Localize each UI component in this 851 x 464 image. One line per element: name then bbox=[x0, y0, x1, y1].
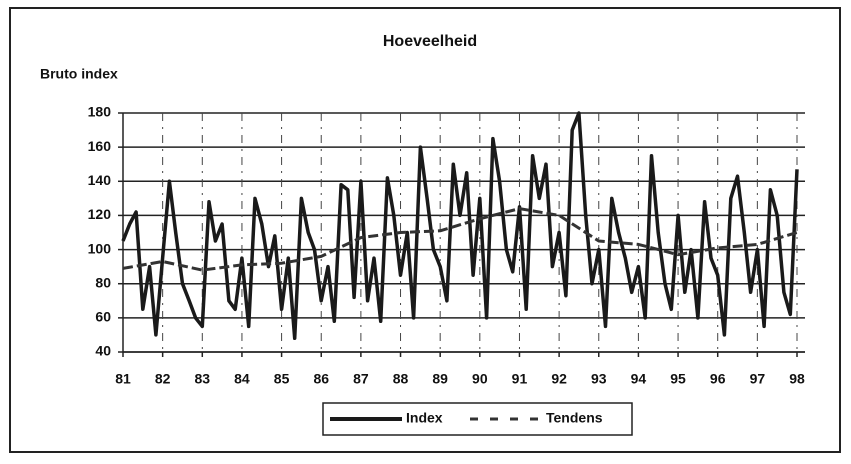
x-tick-label: 95 bbox=[670, 371, 686, 387]
x-tick-label: 81 bbox=[115, 371, 131, 387]
legend-label: Index bbox=[406, 410, 443, 426]
x-tick-label: 90 bbox=[472, 371, 488, 387]
y-axis-label: Bruto index bbox=[40, 66, 118, 82]
y-tick-label: 80 bbox=[95, 274, 111, 290]
y-tick-label: 120 bbox=[88, 206, 112, 222]
y-tick-label: 100 bbox=[88, 240, 112, 256]
legend-label: Tendens bbox=[546, 410, 603, 426]
x-tick-label: 91 bbox=[512, 371, 528, 387]
chart-title: Hoeveelheid bbox=[383, 33, 477, 50]
x-tick-label: 94 bbox=[631, 371, 647, 387]
x-tick-label: 89 bbox=[432, 371, 448, 387]
x-tick-label: 96 bbox=[710, 371, 726, 387]
x-tick-label: 83 bbox=[195, 371, 211, 387]
x-tick-label: 86 bbox=[313, 371, 329, 387]
x-tick-label: 93 bbox=[591, 371, 607, 387]
x-tick-label: 84 bbox=[234, 371, 250, 387]
y-tick-label: 140 bbox=[88, 172, 112, 188]
series-line bbox=[121, 111, 799, 341]
x-tick-label: 98 bbox=[789, 371, 805, 387]
x-tick-label: 92 bbox=[551, 371, 567, 387]
series-line bbox=[122, 207, 798, 272]
x-tick-label: 85 bbox=[274, 371, 290, 387]
x-tick-label: 87 bbox=[353, 371, 369, 387]
y-tick-label: 40 bbox=[95, 343, 111, 359]
x-tick-label: 88 bbox=[393, 371, 409, 387]
x-tick-label: 97 bbox=[750, 371, 766, 387]
y-tick-label: 160 bbox=[88, 138, 112, 154]
y-tick-label: 180 bbox=[88, 104, 112, 120]
x-tick-label: 82 bbox=[155, 371, 171, 387]
y-tick-label: 60 bbox=[95, 309, 111, 325]
